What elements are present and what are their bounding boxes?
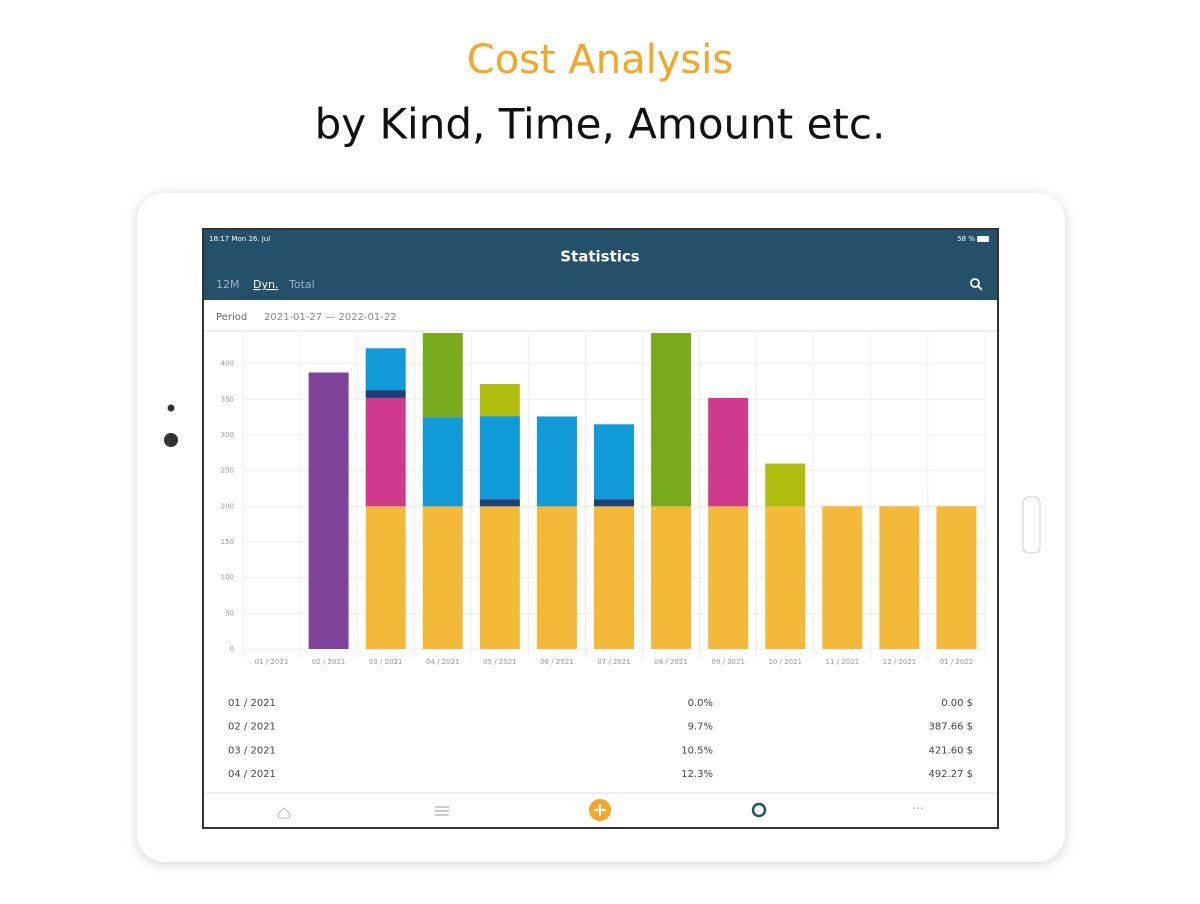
table-cell: 03 / 2021 xyxy=(228,745,276,756)
table-cell: 02 / 2021 xyxy=(228,722,276,733)
y-tick-label: 400 xyxy=(221,360,234,368)
x-tick-label: 10 / 2021 xyxy=(768,658,802,666)
chart: 0 50 100 150 200 250 300 350 400 01 / 2021 02 / 20… xyxy=(221,333,986,666)
bar-segment xyxy=(765,463,806,507)
bar-segment xyxy=(594,424,634,500)
bar-segment xyxy=(479,499,520,507)
y-tick-label: 200 xyxy=(221,502,234,510)
subheadline: by Kind, Time, Amount etc. xyxy=(315,100,886,149)
nav-list[interactable] xyxy=(435,806,449,816)
bar-segment xyxy=(708,506,749,649)
bar-segment xyxy=(422,506,463,649)
x-tick-label: 11 / 2021 xyxy=(826,658,860,666)
y-tick-label: 300 xyxy=(221,431,234,439)
y-tick-label: 350 xyxy=(221,395,234,403)
camera xyxy=(164,433,178,447)
bar-segment xyxy=(479,506,520,649)
bar-segment xyxy=(936,506,977,649)
x-tick-label: 07 / 2021 xyxy=(597,658,631,666)
x-tick-label: 01 / 2021 xyxy=(255,658,289,666)
table-cell: 387.66 $ xyxy=(928,722,973,733)
x-tick-label: 01 / 2022 xyxy=(940,658,974,666)
bar-segment xyxy=(479,384,520,417)
camera xyxy=(167,404,175,412)
bar-segment xyxy=(308,372,349,649)
x-tick-label: 04 / 2021 xyxy=(426,658,460,666)
bar-segment xyxy=(879,506,920,649)
bar-segment xyxy=(594,499,634,507)
bar-segment xyxy=(651,506,692,649)
svg-text:···: ··· xyxy=(912,802,923,816)
status-time: 18:17 Mon 26. Jul xyxy=(209,235,270,243)
nav-home[interactable] xyxy=(277,807,291,819)
bar-segment xyxy=(365,390,406,398)
bar-segment xyxy=(422,417,463,507)
x-tick-label: 09 / 2021 xyxy=(711,658,745,666)
search-icon[interactable] xyxy=(970,278,983,291)
table-cell: 04 / 2021 xyxy=(228,769,276,780)
bar-segment xyxy=(536,506,577,649)
table: 01 / 2021 0.0% 0.00 $ 02 / 2021 9.7% 387.66 $… xyxy=(228,698,973,780)
battery-icon xyxy=(977,236,989,242)
bar-segment xyxy=(479,416,520,500)
table-cell: 10.5% xyxy=(681,745,713,756)
bar-segment xyxy=(365,397,406,507)
y-tick-label: 100 xyxy=(221,574,234,582)
x-tick-label: 06 / 2021 xyxy=(540,658,574,666)
status-battery: 58 % xyxy=(957,235,975,243)
bar-segment xyxy=(422,333,463,418)
x-tick-label: 05 / 2021 xyxy=(483,658,517,666)
x-tick-label: 12 / 2021 xyxy=(883,658,917,666)
nav-add[interactable] xyxy=(589,799,611,821)
bar-segment xyxy=(822,506,863,649)
y-tick-label: 250 xyxy=(221,467,234,475)
table-cell: 421.60 $ xyxy=(928,745,973,756)
bar-segment xyxy=(708,397,749,507)
nav-stats[interactable] xyxy=(751,802,767,818)
y-tick-label: 50 xyxy=(225,609,234,617)
x-tick-label: 02 / 2021 xyxy=(312,658,346,666)
x-tick-label: 08 / 2021 xyxy=(654,658,688,666)
y-tick-label: 0 xyxy=(230,645,234,653)
table-cell: 0.0% xyxy=(688,698,713,709)
tab[interactable]: Dyn. xyxy=(253,278,278,291)
app-bar xyxy=(204,230,997,300)
table-cell: 0.00 $ xyxy=(941,698,973,709)
bar-segment xyxy=(594,506,634,649)
period-label: Period xyxy=(216,312,247,323)
bar-segment xyxy=(365,348,406,391)
tab[interactable]: 12M xyxy=(216,278,240,291)
tab[interactable]: Total xyxy=(288,278,315,291)
bars xyxy=(308,333,977,649)
bar-segment xyxy=(365,506,406,649)
y-tick-label: 150 xyxy=(221,538,234,546)
table-cell: 01 / 2021 xyxy=(228,698,276,709)
app-title: Statistics xyxy=(560,248,640,266)
nav-more[interactable]: ··· xyxy=(912,802,923,816)
x-tick-label: 03 / 2021 xyxy=(369,658,403,666)
period-range: 2021-01-27 — 2022-01-22 xyxy=(264,312,397,323)
bar-segment xyxy=(765,506,806,649)
bar-segment xyxy=(536,416,577,507)
table-cell: 12.3% xyxy=(681,769,713,780)
table-cell: 492.27 $ xyxy=(928,769,973,780)
bar-segment xyxy=(651,333,692,507)
headline: Cost Analysis xyxy=(467,37,733,83)
home-button xyxy=(1022,496,1041,554)
table-cell: 9.7% xyxy=(688,722,713,733)
